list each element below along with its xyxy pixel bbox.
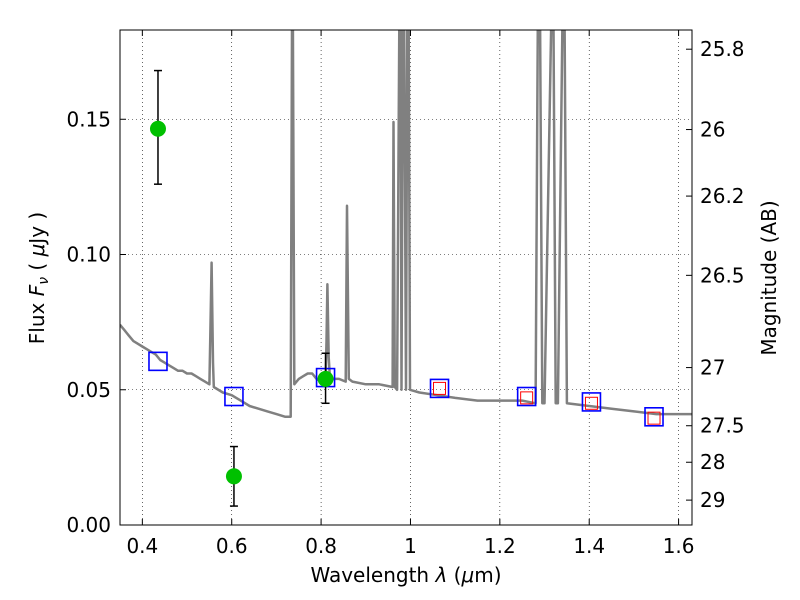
model-photometry-square: [516, 386, 537, 407]
y-tick-label: 0.00: [66, 513, 111, 537]
right-axis-title: Magnitude (AB): [757, 200, 781, 355]
right-tick-label: 26.5: [700, 263, 745, 287]
model-spectrum-line: [120, 30, 692, 419]
right-tick-label: 26: [700, 118, 725, 142]
y-tick-label: 0.05: [66, 378, 111, 402]
right-tick-label: 25.8: [700, 37, 745, 61]
photometry-markers-layer: [148, 69, 664, 507]
model-spectrum-layer: [120, 30, 692, 419]
observed-photometry-point: [225, 468, 242, 485]
x-tick-label: 0.8: [305, 534, 337, 558]
observed-photometry-point: [317, 370, 334, 387]
x-axis-title: Wavelength λ (μm): [310, 563, 501, 587]
x-tick-label: 0.4: [126, 534, 158, 558]
x-tick-label: 1.2: [484, 534, 516, 558]
right-tick-label: 29: [700, 488, 725, 512]
model-photometry-square: [148, 351, 168, 372]
observed-photometry-square: [520, 391, 534, 405]
right-tick-label: 27: [700, 356, 725, 380]
x-tick-label: 1: [404, 534, 417, 558]
right-tick-label: 28: [700, 450, 725, 474]
model-photometry-square: [224, 386, 244, 407]
observed-photometry-square: [433, 381, 447, 395]
observed-photometry-square: [584, 396, 598, 410]
x-tick-label: 1.6: [663, 534, 695, 558]
x-tick-label: 0.6: [216, 534, 248, 558]
model-photometry-square: [581, 392, 602, 412]
y-tick-label: 0.15: [66, 107, 111, 131]
axis-ticks: 0.4 0.6 0.8 1 1.2 1.4 1.6 0.00 0.05 0.10 0.15 25.8 2…: [66, 30, 745, 558]
grid: [120, 30, 692, 525]
right-tick-label: 27.5: [700, 414, 745, 438]
model-photometry-square: [644, 407, 664, 427]
y-axis-title: Flux Fν ( μJy ): [25, 212, 52, 344]
observed-photometry-point: [149, 120, 166, 137]
y-tick-label: 0.10: [66, 243, 111, 267]
plot-frame: [119, 29, 693, 526]
model-photometry-square: [429, 378, 450, 399]
observed-photometry-square: [647, 411, 661, 425]
right-tick-label: 26.2: [700, 184, 745, 208]
x-tick-label: 1.4: [573, 534, 605, 558]
